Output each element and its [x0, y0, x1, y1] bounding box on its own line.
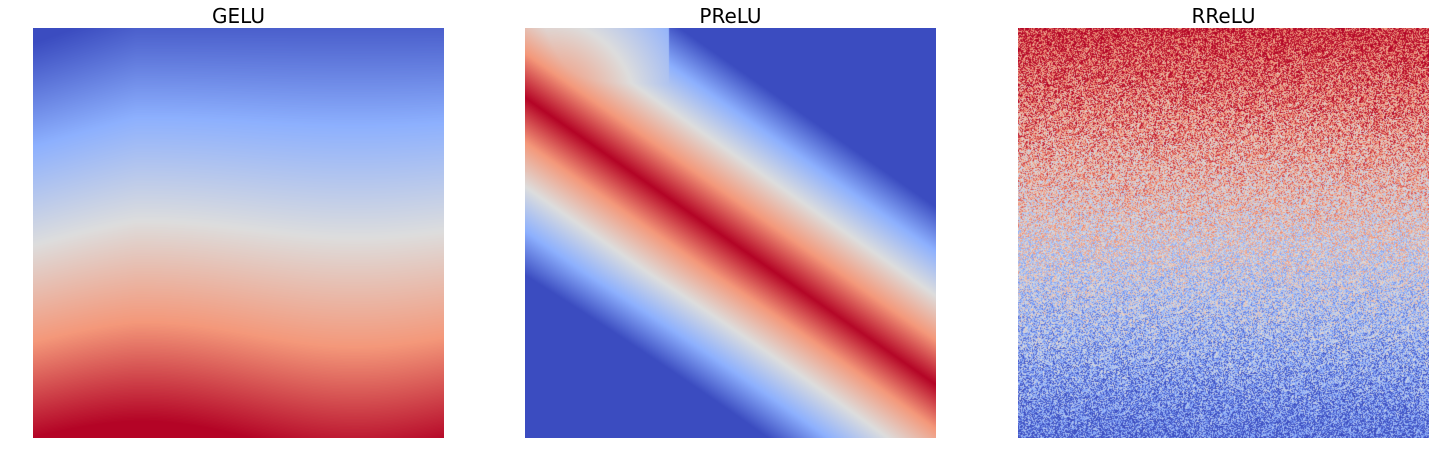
rrelu-title: RReLU: [1191, 4, 1256, 28]
rrelu-panel: RReLU: [1018, 0, 1429, 462]
gelu-panel: GELU: [33, 0, 444, 462]
gelu-title: GELU: [212, 4, 265, 28]
prelu-panel: PReLU: [525, 0, 936, 462]
prelu-title: PReLU: [699, 4, 762, 28]
gelu-heatmap: [33, 28, 444, 438]
prelu-heatmap: [525, 28, 936, 438]
rrelu-heatmap: [1018, 28, 1429, 438]
